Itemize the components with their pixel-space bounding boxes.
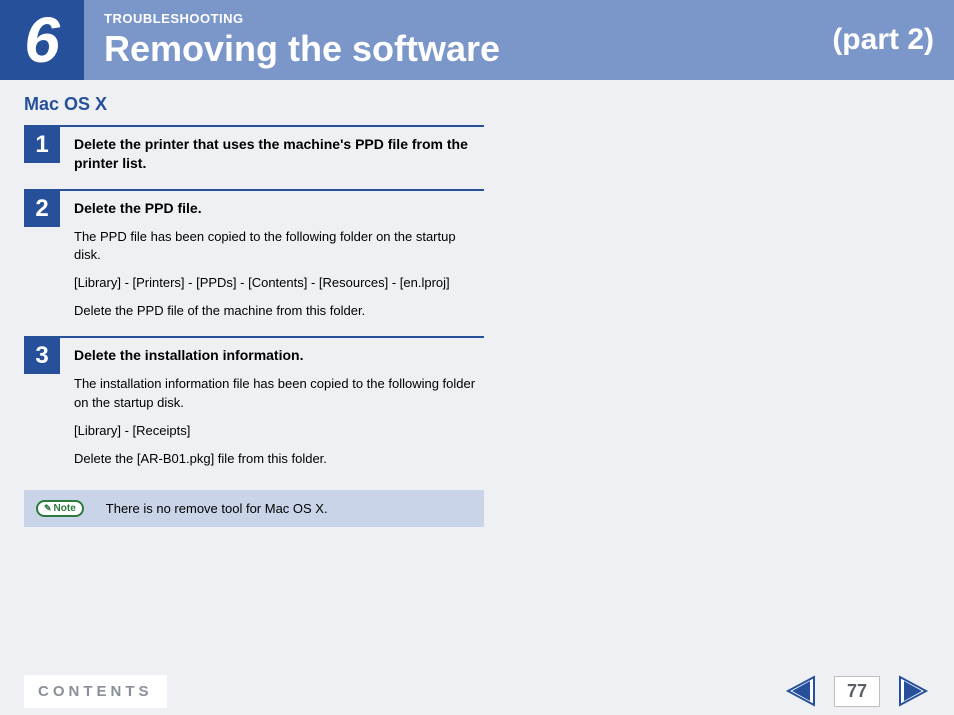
prev-page-icon[interactable] <box>784 675 818 707</box>
header-bar: TROUBLESHOOTING Removing the software (p… <box>84 0 954 80</box>
page-footer: CONTENTS 77 <box>0 667 954 715</box>
page-number: 77 <box>834 676 880 707</box>
footer-nav: 77 <box>784 675 930 707</box>
step-para: [Library] - [Printers] - [PPDs] - [Conte… <box>74 274 478 292</box>
content-column: 1 Delete the printer that uses the machi… <box>24 125 484 527</box>
next-page-icon[interactable] <box>896 675 930 707</box>
step-number: 2 <box>24 191 60 227</box>
step-para: The installation information file has be… <box>74 375 478 411</box>
page-header: 6 TROUBLESHOOTING Removing the software … <box>0 0 954 80</box>
note-text: There is no remove tool for Mac OS X. <box>106 501 328 516</box>
step-title: Delete the printer that uses the machine… <box>74 135 478 173</box>
step-number: 3 <box>24 338 60 374</box>
chapter-number-box: 6 <box>0 0 84 80</box>
step-title: Delete the installation information. <box>74 346 478 365</box>
step-body: Delete the printer that uses the machine… <box>60 127 484 189</box>
step-para: Delete the PPD file of the machine from … <box>74 302 478 320</box>
header-text: TROUBLESHOOTING Removing the software <box>104 11 500 70</box>
contents-button[interactable]: CONTENTS <box>24 675 167 708</box>
note-box: Note There is no remove tool for Mac OS … <box>24 490 484 527</box>
step-title: Delete the PPD file. <box>74 199 478 218</box>
chapter-number: 6 <box>24 8 60 72</box>
step-para: Delete the [AR-B01.pkg] file from this f… <box>74 450 478 468</box>
step-3: 3 Delete the installation information. T… <box>24 336 484 484</box>
note-badge: Note <box>36 500 84 517</box>
section-subheading: Mac OS X <box>24 94 954 115</box>
header-eyebrow: TROUBLESHOOTING <box>104 11 500 26</box>
step-para: The PPD file has been copied to the foll… <box>74 228 478 264</box>
part-label: (part 2) <box>832 23 934 57</box>
step-body: Delete the installation information. The… <box>60 338 484 484</box>
step-2: 2 Delete the PPD file. The PPD file has … <box>24 189 484 337</box>
step-number: 1 <box>24 127 60 163</box>
note-badge-label: Note <box>54 503 76 514</box>
step-para: [Library] - [Receipts] <box>74 422 478 440</box>
step-body: Delete the PPD file. The PPD file has be… <box>60 191 484 337</box>
page-title: Removing the software <box>104 28 500 70</box>
step-1: 1 Delete the printer that uses the machi… <box>24 125 484 189</box>
